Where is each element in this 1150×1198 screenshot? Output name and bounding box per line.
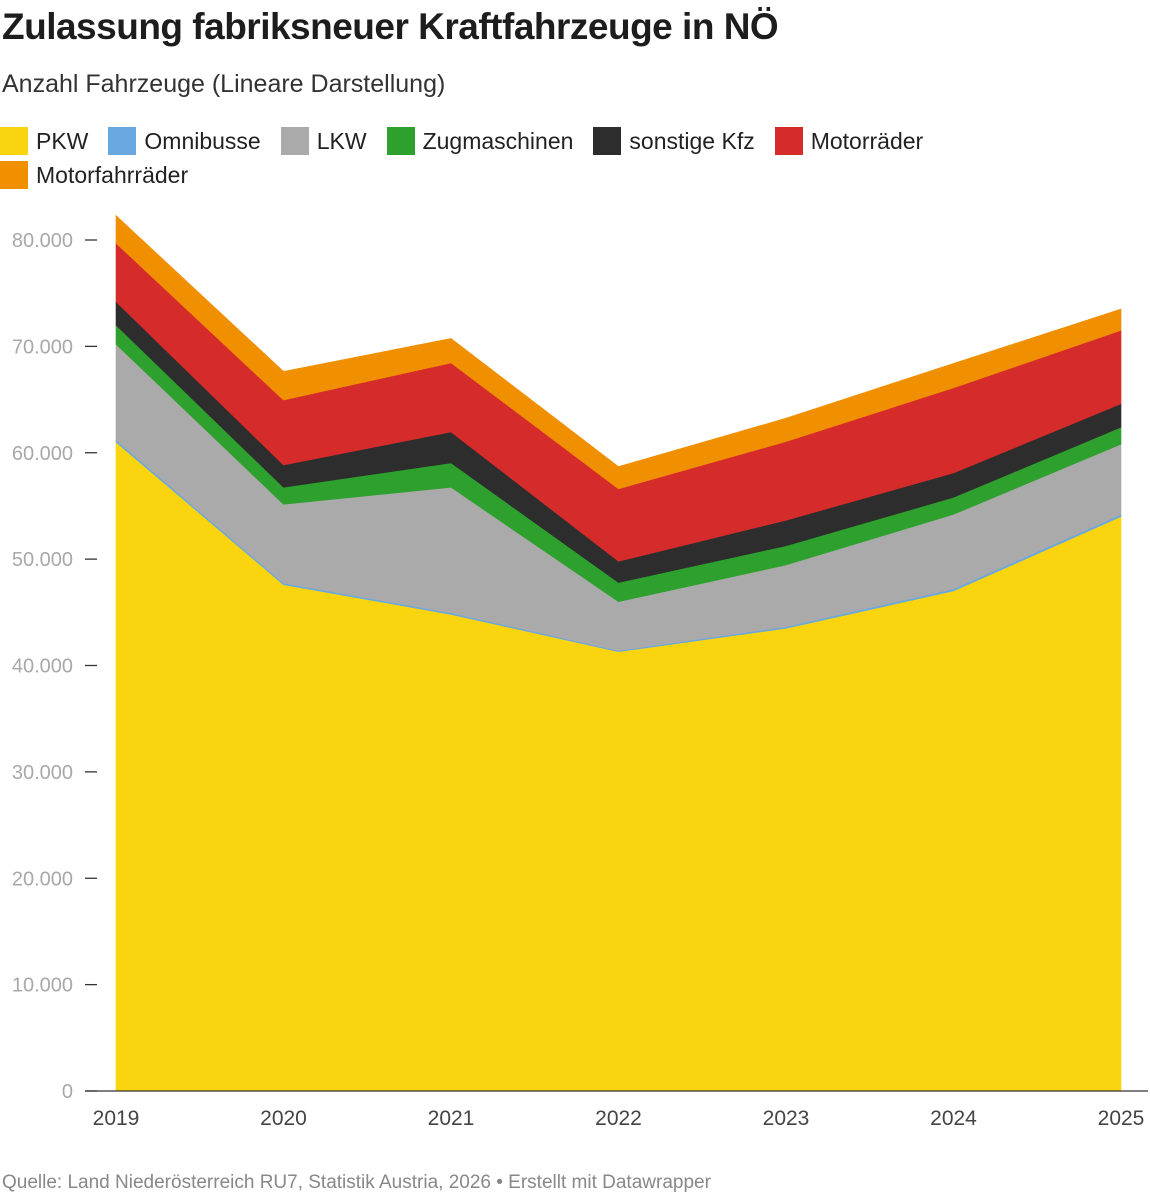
y-axis: 0 10.000 20.000 30.000 40.000 50.000 60.000 70.… — [12, 230, 97, 1103]
legend-label: Motorfahrräder — [36, 161, 189, 188]
chart-title: Zulassung fabriksneuer Kraftfahrzeuge in… — [2, 6, 779, 47]
x-tick-label: 2019 — [93, 1107, 140, 1130]
legend-item-lkw: LKW — [280, 124, 367, 158]
y-tick-label: 30.000 — [12, 762, 73, 784]
legend-swatch — [0, 127, 28, 155]
legend-item-motorfahrräder: Motorfahrräder — [0, 158, 188, 192]
y-tick-label: 50.000 — [12, 549, 73, 571]
x-tick-label: 2022 — [595, 1107, 642, 1130]
y-tick-label: 70.000 — [12, 336, 73, 358]
x-tick-label: 2025 — [1098, 1107, 1145, 1130]
legend-label: PKW — [36, 127, 89, 154]
x-tick-label: 2021 — [428, 1107, 475, 1130]
area-motorfahrräder — [115, 214, 1122, 490]
x-axis: 2019 2020 2021 2022 2023 2024 2025 — [93, 1107, 1145, 1130]
x-tick-label: 2024 — [930, 1107, 977, 1130]
legend-item-sonstige-kfz: sonstige Kfz — [593, 124, 755, 158]
y-tick-label: 60.000 — [12, 443, 73, 465]
y-tick-label: 80.000 — [12, 230, 73, 252]
legend-item-pkw: PKW — [0, 124, 88, 158]
legend-swatch — [280, 127, 309, 155]
source-note: Quelle: Land Niederösterreich RU7, Stati… — [2, 1172, 711, 1193]
series-areas — [115, 214, 1122, 1092]
legend-swatch — [774, 127, 803, 155]
legend-swatch — [0, 161, 28, 189]
legend-item-omnibusse: Omnibusse — [108, 124, 261, 158]
legend-item-zugmaschinen: Zugmaschinen — [386, 124, 574, 158]
x-tick-label: 2023 — [763, 1107, 810, 1130]
legend-label: sonstige Kfz — [629, 127, 755, 154]
legend-label: LKW — [316, 127, 367, 154]
legend-item-motorräder: Motorräder — [774, 124, 924, 158]
y-tick-label: 10.000 — [12, 975, 73, 997]
legend-label: Motorräder — [810, 127, 924, 154]
y-tick-label: 40.000 — [12, 656, 73, 678]
legend-label: Zugmaschinen — [422, 127, 574, 154]
y-tick-label: 20.000 — [12, 868, 73, 890]
x-tick-label: 2020 — [260, 1107, 307, 1130]
legend-swatch — [108, 127, 137, 155]
legend-swatch — [593, 127, 622, 155]
legend-label: Omnibusse — [144, 127, 261, 154]
legend-swatch — [386, 127, 415, 155]
y-tick-label: 0 — [62, 1081, 73, 1103]
chart-subtitle: Anzahl Fahrzeuge (Lineare Darstellung) — [2, 70, 446, 98]
legend: PKW Omnibusse LKW Zugmaschinen sonstige Kfz M… — [0, 124, 1000, 192]
